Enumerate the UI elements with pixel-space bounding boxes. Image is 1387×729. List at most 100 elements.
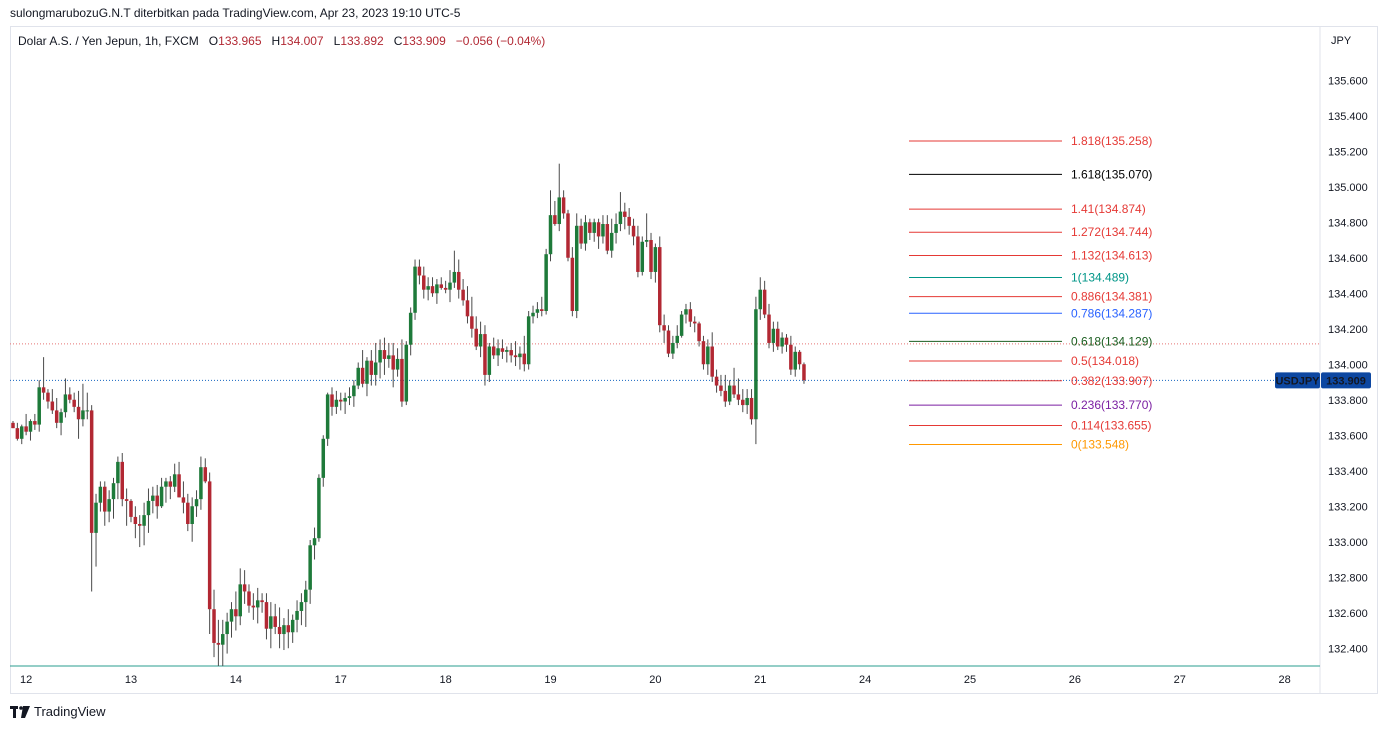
y-tick-label: 132.800 xyxy=(1328,572,1368,584)
legend-high-label: H xyxy=(271,34,281,48)
candle-body xyxy=(618,211,623,225)
candle-body xyxy=(19,426,24,439)
candle-body xyxy=(741,399,745,406)
candle-body xyxy=(732,385,736,395)
candle-body xyxy=(159,486,164,507)
y-tick-label: 135.400 xyxy=(1328,111,1368,123)
y-tick-label: 134.200 xyxy=(1328,324,1368,336)
candle-body xyxy=(339,399,343,402)
fib-level-label: 0.382(133.907) xyxy=(1071,374,1152,388)
candle-body xyxy=(137,524,142,526)
candle-body xyxy=(168,481,173,487)
x-tick-label: 17 xyxy=(335,674,347,686)
candle-body xyxy=(347,396,352,398)
candle-body xyxy=(317,477,321,539)
candle-body xyxy=(518,353,522,358)
legend-close-label: C xyxy=(393,34,403,48)
candle-body xyxy=(579,225,583,244)
candle-body xyxy=(334,399,339,407)
candle-body xyxy=(727,385,732,402)
y-tick-label: 135.000 xyxy=(1328,182,1368,194)
candle-body xyxy=(500,348,505,352)
candle-body xyxy=(417,266,422,276)
candle-body xyxy=(94,502,98,533)
fib-level-label: 1.272(134.744) xyxy=(1071,225,1152,239)
candle-body xyxy=(684,309,688,315)
candle-body xyxy=(531,312,535,317)
candle-body xyxy=(11,422,15,429)
candle-body xyxy=(295,610,299,620)
fib-level-label: 0.786(134.287) xyxy=(1071,306,1152,320)
candle-body xyxy=(129,500,133,517)
candle-body xyxy=(723,390,728,402)
candle-body xyxy=(797,351,802,365)
x-tick-label: 19 xyxy=(544,674,556,686)
x-tick-label: 21 xyxy=(754,674,766,686)
fib-level-label: 0.5(134.018) xyxy=(1071,354,1139,368)
fib-level-label: 0.236(133.770) xyxy=(1071,398,1152,412)
candle-body xyxy=(588,222,592,233)
candle-body xyxy=(269,616,273,629)
candle-body xyxy=(802,364,806,381)
legend-close: 133.909 xyxy=(402,34,446,48)
candle-body xyxy=(277,626,282,635)
candle-body xyxy=(465,300,470,317)
candle-body xyxy=(675,335,679,343)
candle-body xyxy=(496,348,500,356)
candle-body xyxy=(776,328,780,347)
candle-body xyxy=(553,215,557,225)
y-tick-label: 135.600 xyxy=(1328,75,1368,87)
candle-body xyxy=(72,399,76,407)
candle-body xyxy=(430,286,435,294)
candle-body xyxy=(116,461,120,484)
candle-body xyxy=(391,355,395,370)
candle-body xyxy=(736,394,741,400)
candle-body xyxy=(452,271,457,283)
candle-body xyxy=(483,334,487,375)
fib-level-label: 1.818(135.258) xyxy=(1071,134,1152,148)
candle-body xyxy=(360,367,365,384)
candle-body xyxy=(356,367,360,386)
candle-body xyxy=(164,481,168,487)
fib-level-label: 1(134.489) xyxy=(1071,270,1129,284)
candle-body xyxy=(290,619,295,633)
candle-body xyxy=(762,289,767,315)
candle-body xyxy=(448,282,452,290)
x-tick-label: 25 xyxy=(964,674,976,686)
candle-body xyxy=(387,355,391,359)
footer-brand[interactable]: TradingView xyxy=(10,704,106,719)
candle-body xyxy=(238,584,242,617)
chart-legend: Dolar A.S. / Yen Jepun, 1h, FXCM O133.96… xyxy=(18,34,545,48)
y-tick-label: 132.400 xyxy=(1328,643,1368,655)
candle-body xyxy=(155,495,159,507)
candle-body xyxy=(679,314,684,336)
candle-body xyxy=(242,584,247,592)
legend-change: −0.056 (−0.04%) xyxy=(455,34,546,48)
candle-body xyxy=(456,271,461,290)
candle-body xyxy=(710,346,714,377)
candle-body xyxy=(719,385,723,391)
candle-body xyxy=(505,350,509,352)
candle-body xyxy=(435,284,439,294)
publisher-line: sulongmarubozuG.N.T diterbitkan pada Tra… xyxy=(10,6,461,20)
x-tick-label: 24 xyxy=(859,674,871,686)
candle-body xyxy=(636,236,640,272)
candle-body xyxy=(81,410,85,420)
candle-body xyxy=(522,353,527,365)
candle-body xyxy=(649,240,653,272)
x-tick-label: 26 xyxy=(1069,674,1081,686)
candle-body xyxy=(59,412,63,423)
candle-body xyxy=(666,330,671,354)
x-tick-label: 28 xyxy=(1279,674,1291,686)
candle-body xyxy=(596,222,601,237)
candle-body xyxy=(321,438,326,478)
candle-body xyxy=(478,334,483,347)
y-tick-label: 133.400 xyxy=(1328,466,1368,478)
candle-body xyxy=(793,351,797,370)
candle-body xyxy=(754,309,758,420)
fib-level-label: 1.132(134.613) xyxy=(1071,248,1152,262)
candle-body xyxy=(124,499,129,501)
candle-body xyxy=(120,461,124,500)
last-price-badge xyxy=(1321,372,1371,389)
